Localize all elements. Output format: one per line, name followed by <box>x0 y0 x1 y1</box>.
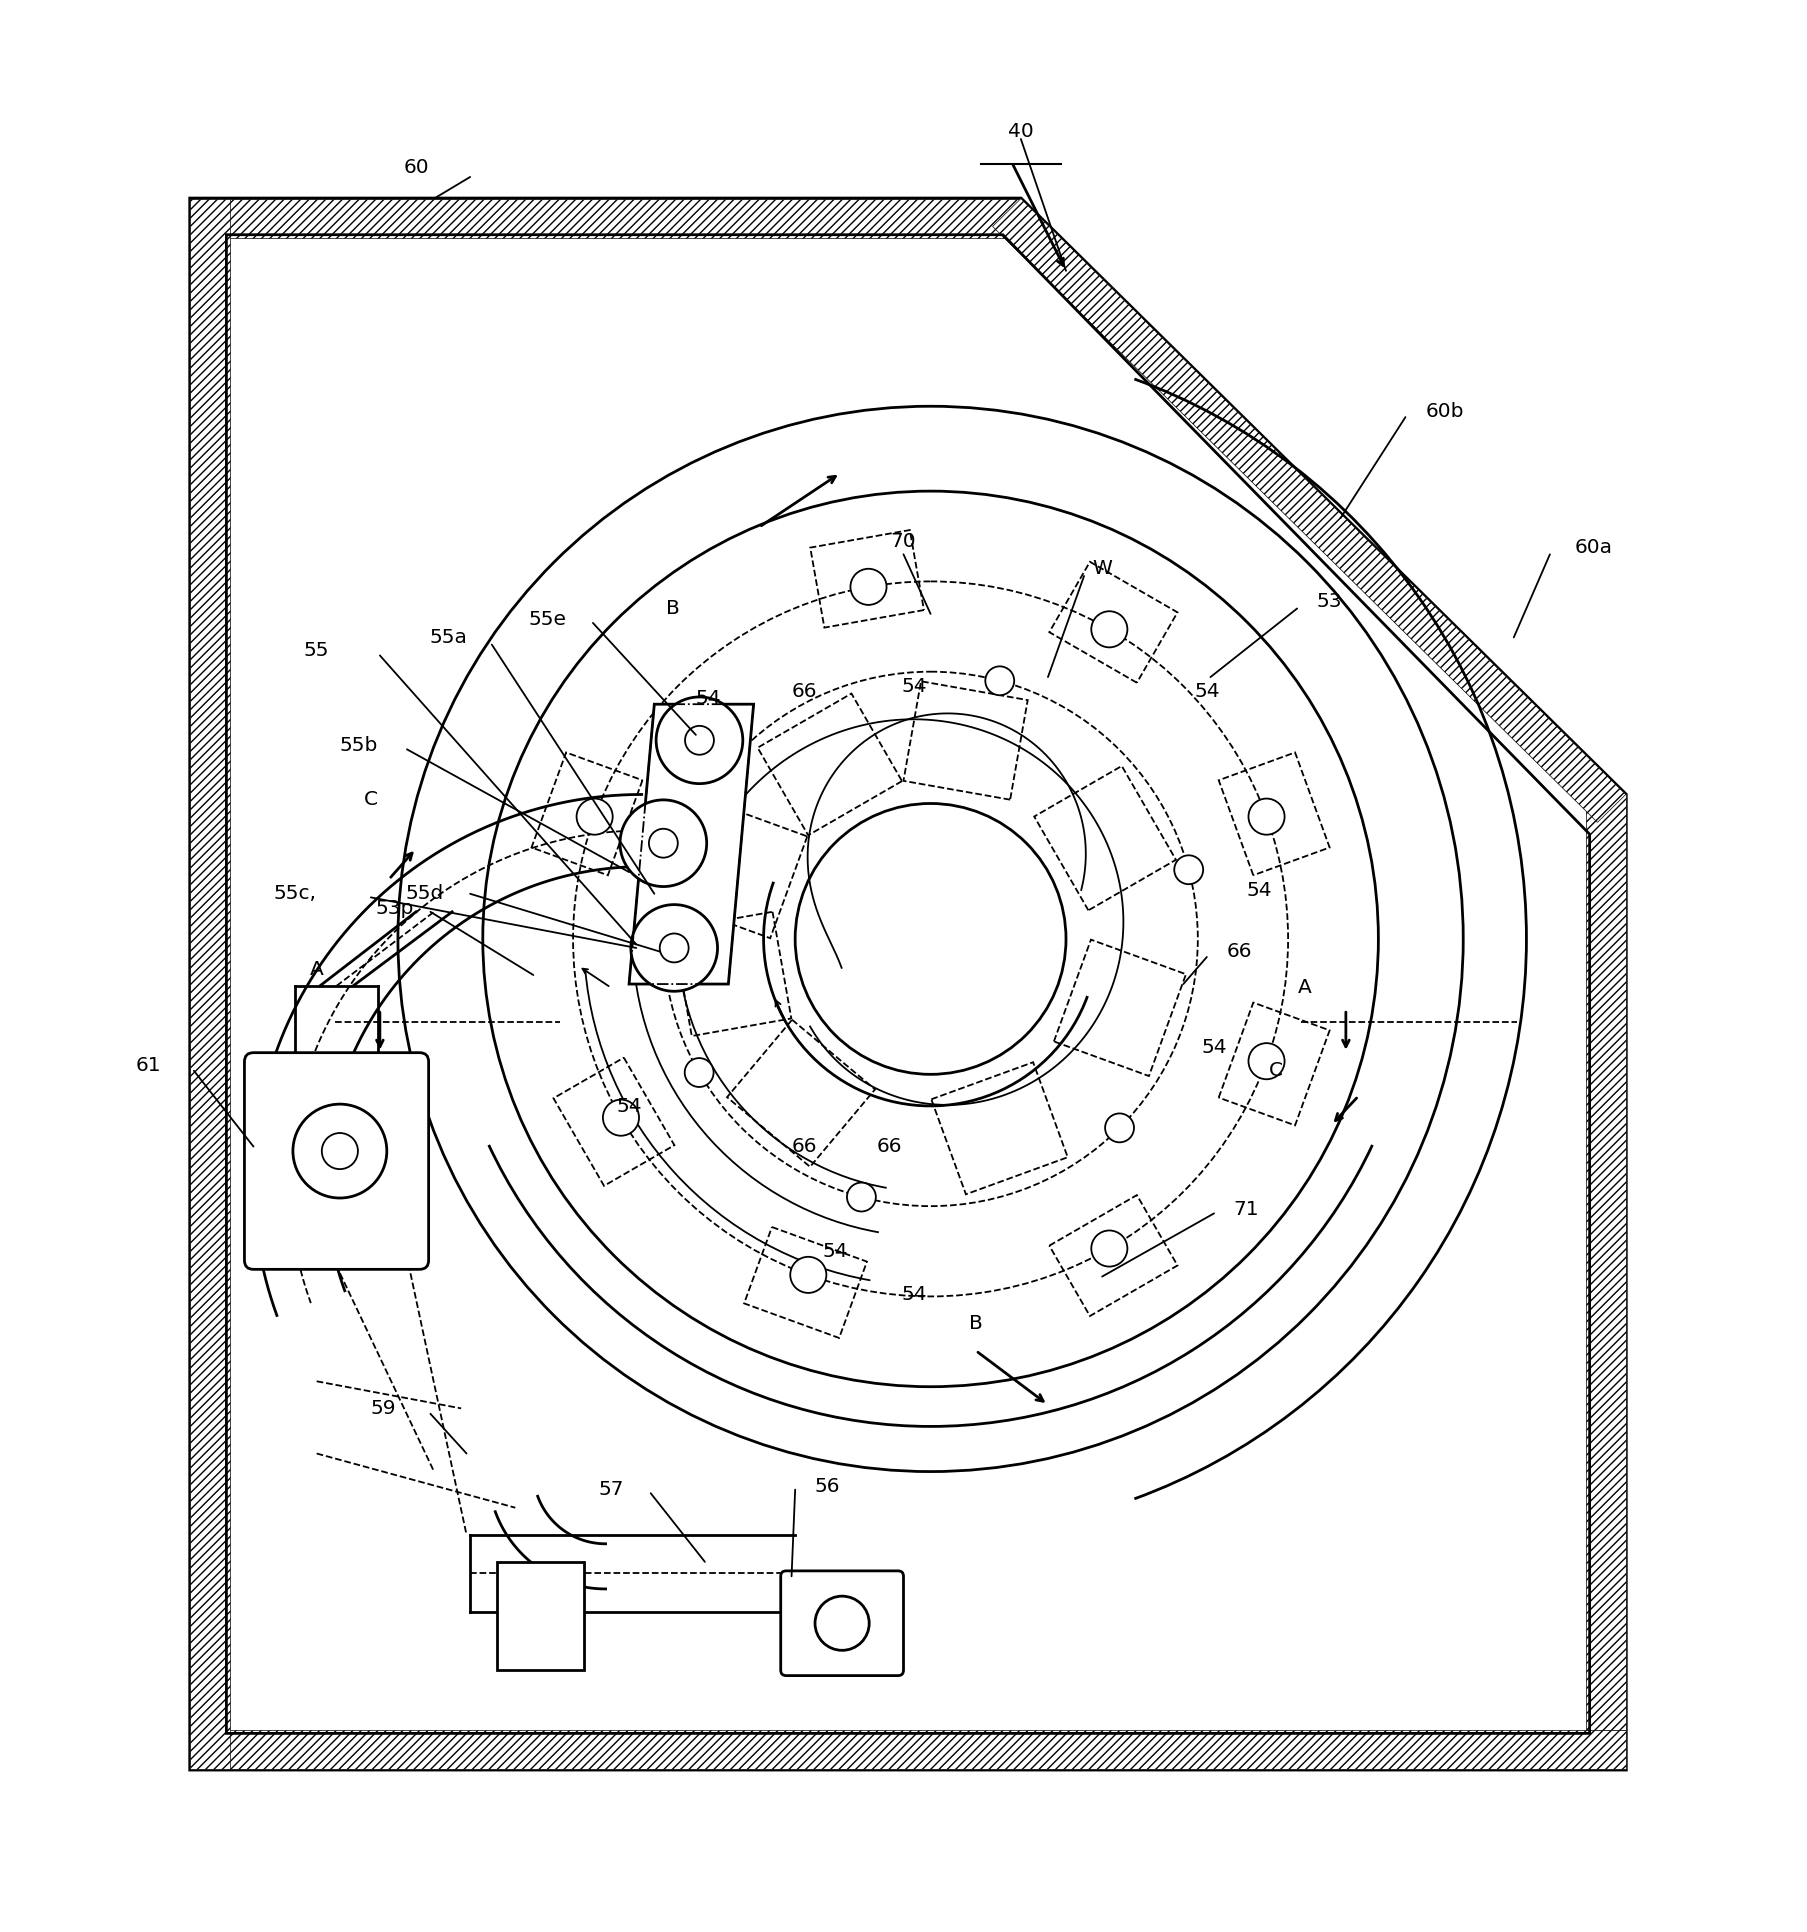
Text: 61: 61 <box>136 1055 161 1074</box>
Text: 66: 66 <box>791 1138 817 1155</box>
Circle shape <box>576 798 613 835</box>
Text: A: A <box>309 960 323 980</box>
Text: 55c,: 55c, <box>273 885 316 904</box>
Circle shape <box>847 1182 876 1211</box>
Polygon shape <box>190 199 1021 238</box>
Text: 54: 54 <box>1247 881 1272 900</box>
Text: A: A <box>1297 978 1312 997</box>
Text: 54: 54 <box>1194 682 1220 701</box>
Polygon shape <box>190 199 229 1770</box>
Text: 40: 40 <box>1008 122 1034 141</box>
Text: 55: 55 <box>304 641 329 659</box>
Circle shape <box>658 856 687 885</box>
Text: 54: 54 <box>1202 1037 1227 1057</box>
Text: 57: 57 <box>598 1480 623 1499</box>
Circle shape <box>656 697 743 784</box>
Circle shape <box>1249 798 1285 835</box>
FancyBboxPatch shape <box>781 1571 904 1675</box>
Circle shape <box>620 800 707 887</box>
Circle shape <box>685 1059 714 1088</box>
Bar <box>497 1561 584 1669</box>
Circle shape <box>293 1103 387 1198</box>
Polygon shape <box>629 703 754 983</box>
Text: 56: 56 <box>815 1476 840 1495</box>
Polygon shape <box>190 199 1626 1770</box>
Text: 66: 66 <box>876 1138 902 1155</box>
Circle shape <box>1249 1043 1285 1080</box>
Circle shape <box>685 726 714 755</box>
Text: 55a: 55a <box>430 628 468 647</box>
Text: B: B <box>665 599 679 618</box>
Text: C: C <box>363 790 378 810</box>
Text: 54: 54 <box>822 1242 847 1262</box>
Circle shape <box>815 1596 869 1650</box>
Polygon shape <box>992 199 1626 823</box>
Text: B: B <box>969 1314 983 1333</box>
Circle shape <box>1091 1231 1128 1267</box>
Text: 55e: 55e <box>529 611 567 628</box>
Circle shape <box>790 1258 826 1293</box>
Circle shape <box>649 829 678 858</box>
Text: 55d: 55d <box>407 885 445 904</box>
Text: 71: 71 <box>1234 1200 1259 1219</box>
Text: 66: 66 <box>791 682 817 701</box>
FancyBboxPatch shape <box>244 1053 428 1269</box>
Text: 53p: 53p <box>376 898 414 918</box>
Polygon shape <box>1587 794 1626 1729</box>
Text: 54: 54 <box>902 676 927 696</box>
Text: C: C <box>1269 1061 1283 1080</box>
Polygon shape <box>190 1729 1626 1770</box>
Text: 59: 59 <box>370 1399 396 1418</box>
Circle shape <box>1175 856 1203 885</box>
Text: 60b: 60b <box>1426 402 1464 421</box>
Text: 70: 70 <box>891 531 916 551</box>
Text: 54: 54 <box>696 690 721 709</box>
Text: 53: 53 <box>1317 591 1343 611</box>
Circle shape <box>604 1099 640 1136</box>
Text: 54: 54 <box>902 1285 927 1304</box>
Circle shape <box>322 1132 358 1169</box>
Text: W: W <box>1091 558 1111 578</box>
Text: 55b: 55b <box>340 736 378 755</box>
Circle shape <box>631 904 717 991</box>
Circle shape <box>1106 1113 1135 1142</box>
Text: 60a: 60a <box>1574 537 1612 556</box>
Text: 54: 54 <box>616 1097 641 1117</box>
Text: 66: 66 <box>1227 943 1252 960</box>
Circle shape <box>851 568 887 605</box>
Circle shape <box>660 933 688 962</box>
Circle shape <box>1091 611 1128 647</box>
Text: 60: 60 <box>403 158 428 178</box>
Circle shape <box>985 667 1014 696</box>
